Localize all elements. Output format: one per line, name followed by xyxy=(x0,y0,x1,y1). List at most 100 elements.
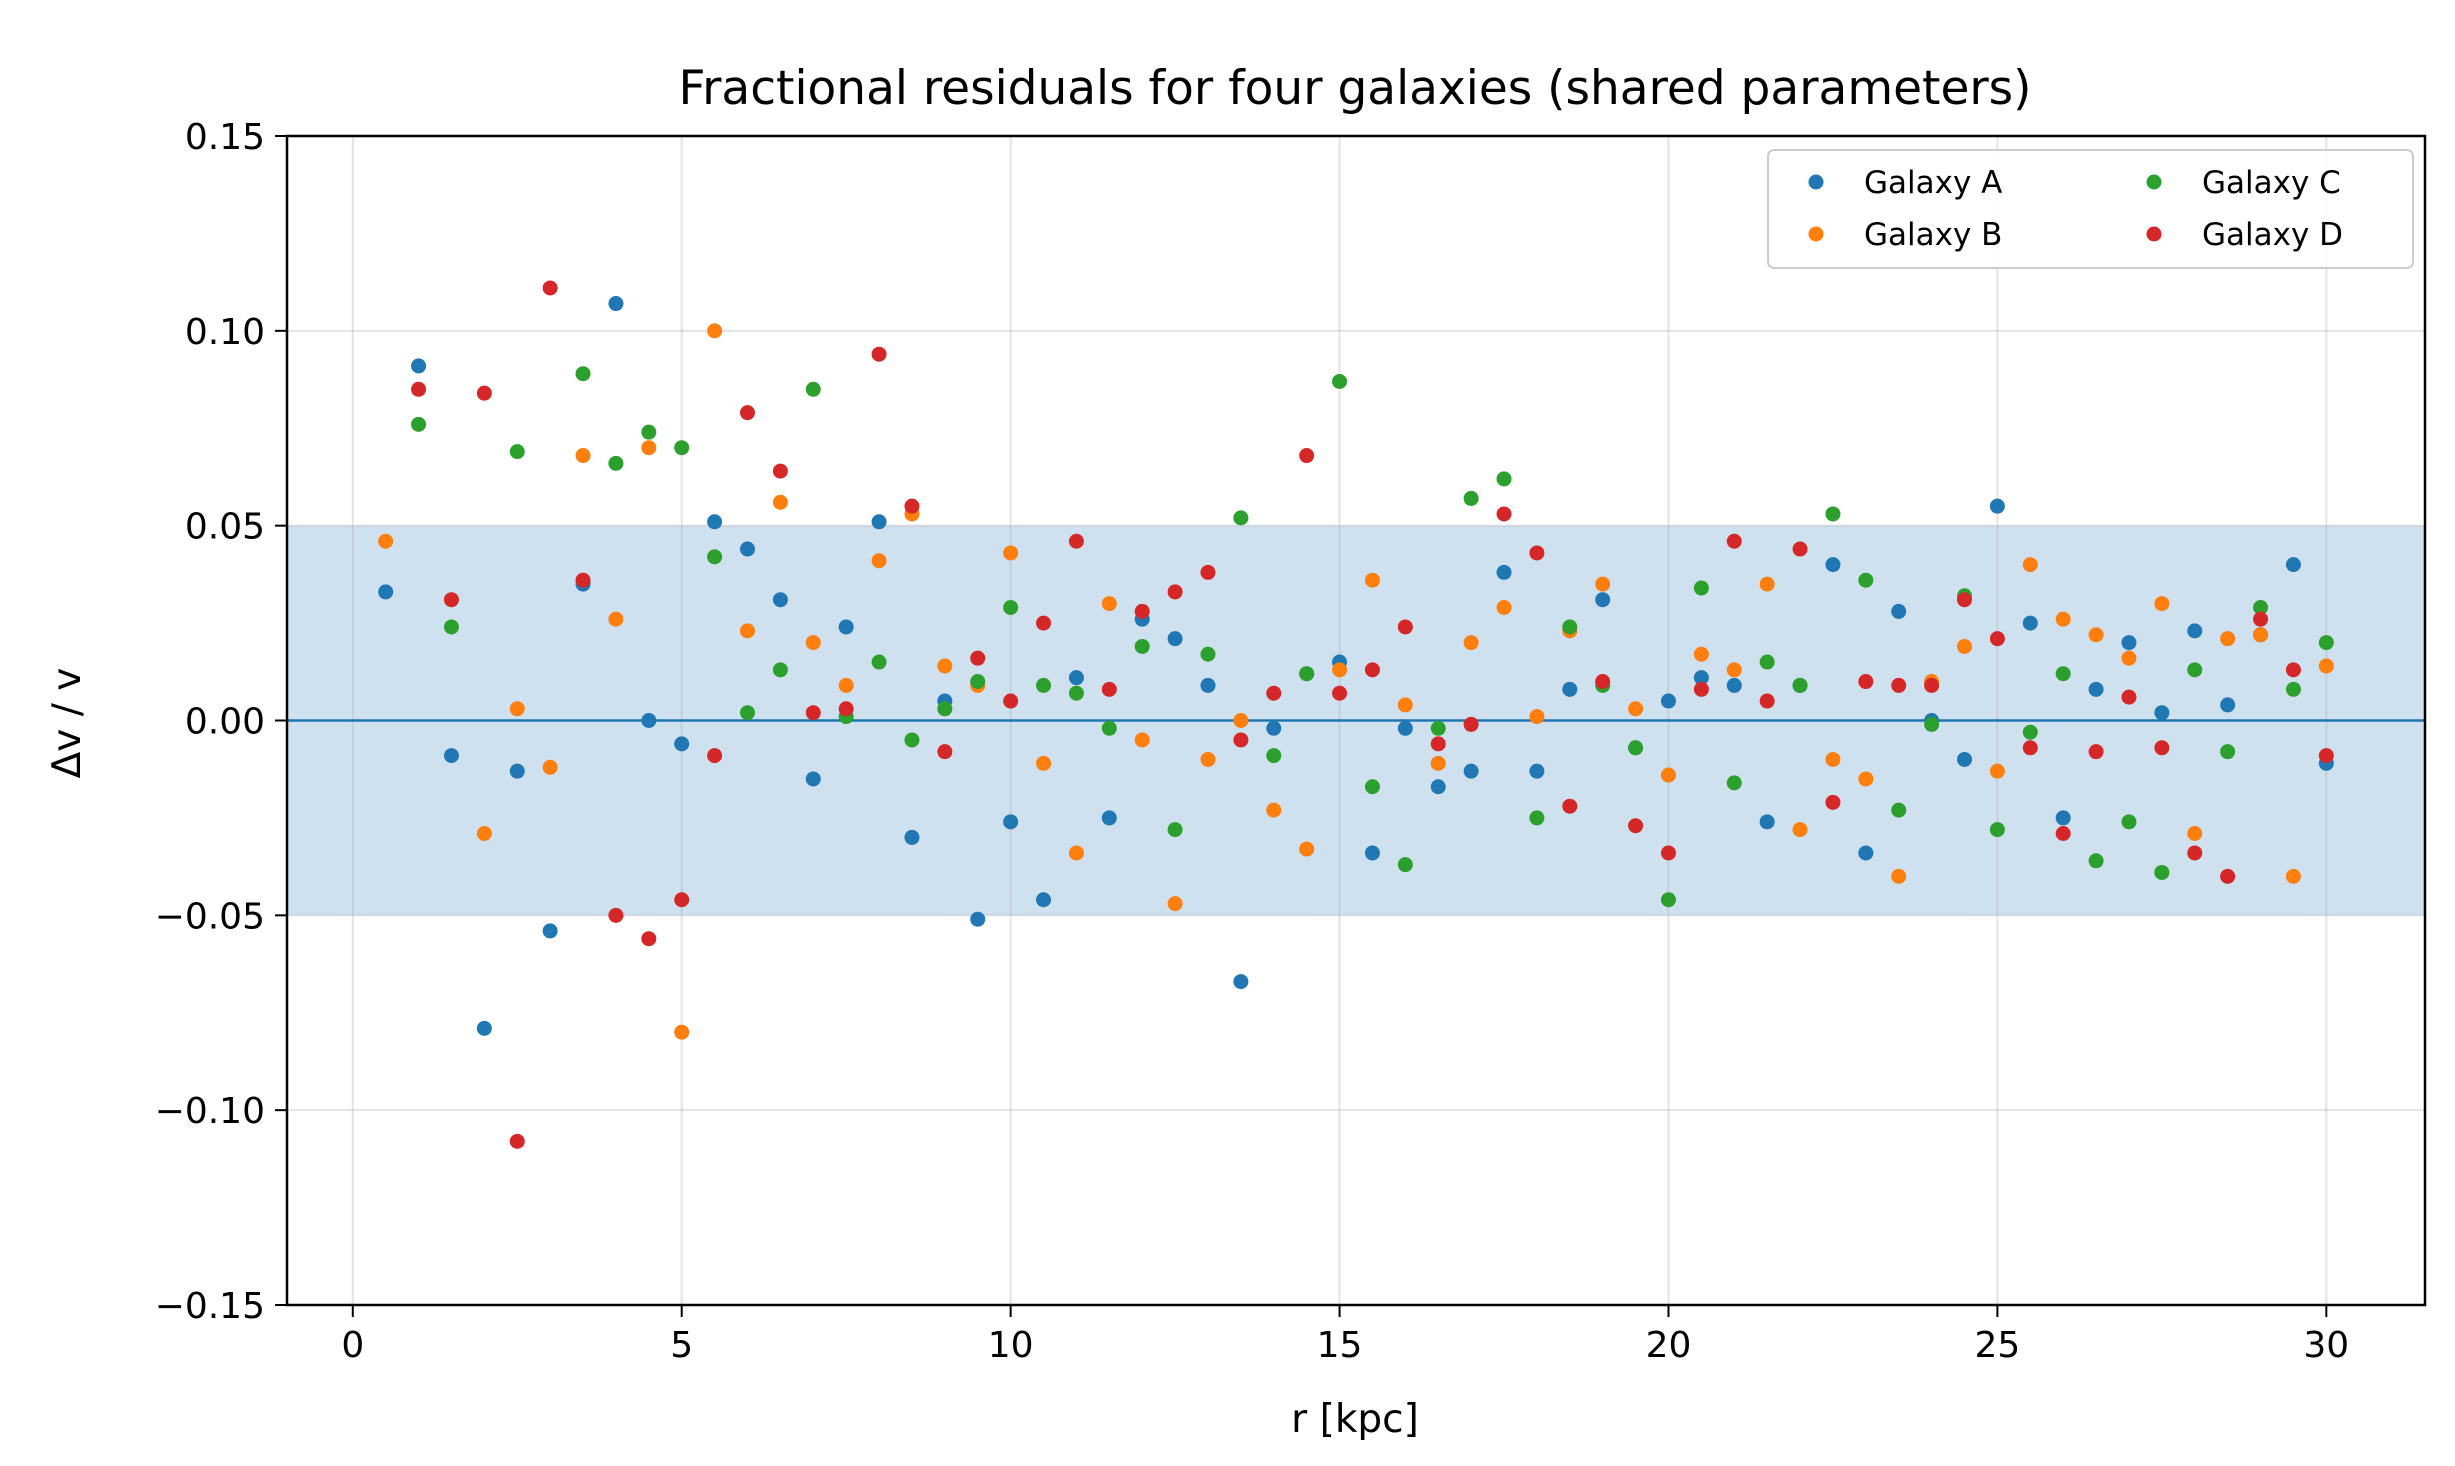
data-point xyxy=(838,677,854,693)
y-tick-label: 0.15 xyxy=(185,117,265,158)
data-point xyxy=(1825,557,1841,573)
data-point xyxy=(608,611,624,627)
data-point xyxy=(1726,533,1742,549)
data-point xyxy=(1496,506,1512,522)
data-point xyxy=(871,346,887,362)
data-point xyxy=(1858,572,1874,588)
data-point xyxy=(2121,814,2137,830)
data-point xyxy=(1430,736,1446,752)
data-point xyxy=(2121,650,2137,666)
data-point xyxy=(1693,646,1709,662)
data-point xyxy=(2022,724,2038,740)
data-point xyxy=(2154,705,2170,721)
data-point xyxy=(1529,709,1545,725)
data-point xyxy=(2055,611,2071,627)
data-point xyxy=(1825,751,1841,767)
data-point xyxy=(1200,751,1216,767)
legend-label: Galaxy A xyxy=(1864,165,2002,201)
series-galaxy-c xyxy=(411,366,2334,908)
data-point xyxy=(674,440,690,456)
data-point xyxy=(1726,662,1742,678)
data-point xyxy=(707,549,723,565)
y-tick-label: 0.00 xyxy=(185,702,265,743)
data-point xyxy=(1332,685,1348,701)
data-point xyxy=(509,763,525,779)
data-point xyxy=(2318,658,2334,674)
data-point xyxy=(1660,845,1676,861)
data-point xyxy=(1167,584,1183,600)
data-point xyxy=(1825,506,1841,522)
data-point xyxy=(443,748,459,764)
data-point xyxy=(1101,681,1117,697)
data-point xyxy=(772,592,788,608)
data-point xyxy=(2055,810,2071,826)
data-point xyxy=(1957,592,1973,608)
data-point xyxy=(970,911,986,927)
legend: Galaxy A Galaxy B Galaxy C Galaxy D xyxy=(1767,149,2414,269)
data-point xyxy=(1233,732,1249,748)
data-point xyxy=(1891,677,1907,693)
data-point xyxy=(641,713,657,728)
data-point xyxy=(2022,557,2038,573)
data-point xyxy=(2154,864,2170,880)
data-point xyxy=(1266,720,1282,736)
data-point xyxy=(1101,720,1117,736)
data-point xyxy=(805,635,821,651)
data-point xyxy=(509,1133,525,1149)
data-point xyxy=(641,424,657,440)
data-point xyxy=(1167,631,1183,647)
y-tick-label: −0.15 xyxy=(155,1286,265,1327)
data-point xyxy=(739,623,755,639)
data-point xyxy=(1266,685,1282,701)
data-point xyxy=(1693,670,1709,686)
data-point xyxy=(1134,603,1150,619)
data-point xyxy=(1233,510,1249,526)
data-point xyxy=(2318,635,2334,651)
data-point xyxy=(1233,713,1249,728)
data-point xyxy=(1266,802,1282,818)
data-point xyxy=(838,619,854,635)
data-point xyxy=(1562,619,1578,635)
data-point xyxy=(805,771,821,787)
data-point xyxy=(1792,541,1808,557)
legend-marker xyxy=(1808,174,1824,190)
data-point xyxy=(1266,748,1282,764)
data-point xyxy=(575,448,591,464)
data-point xyxy=(674,736,690,752)
data-point xyxy=(1628,740,1644,756)
data-point xyxy=(1792,822,1808,838)
data-point xyxy=(2285,868,2301,884)
data-point xyxy=(542,923,558,939)
data-point xyxy=(1463,716,1479,732)
data-point xyxy=(2220,697,2236,713)
data-point xyxy=(542,759,558,775)
data-point xyxy=(1726,677,1742,693)
data-point xyxy=(378,533,394,549)
chart-title: Fractional residuals for four galaxies (… xyxy=(678,61,2031,116)
data-point xyxy=(937,658,953,674)
x-tick-label: 10 xyxy=(988,1325,1034,1366)
data-point xyxy=(1134,638,1150,654)
data-point xyxy=(937,701,953,717)
data-point xyxy=(1430,779,1446,795)
data-point xyxy=(1003,599,1019,615)
data-point xyxy=(608,455,624,471)
data-point xyxy=(2285,557,2301,573)
data-point xyxy=(1332,662,1348,678)
data-point xyxy=(2154,596,2170,612)
y-tick-label: 0.10 xyxy=(185,312,265,353)
data-point xyxy=(1660,892,1676,908)
data-point xyxy=(2253,599,2269,615)
data-point xyxy=(1167,822,1183,838)
data-point xyxy=(1496,599,1512,615)
data-point xyxy=(2055,826,2071,842)
data-point xyxy=(443,619,459,635)
data-point xyxy=(2022,615,2038,631)
data-point xyxy=(1364,572,1380,588)
data-point xyxy=(1726,775,1742,791)
x-tick-label: 15 xyxy=(1317,1325,1363,1366)
data-point xyxy=(2220,631,2236,647)
data-point xyxy=(2088,853,2104,869)
data-point xyxy=(2088,627,2104,643)
